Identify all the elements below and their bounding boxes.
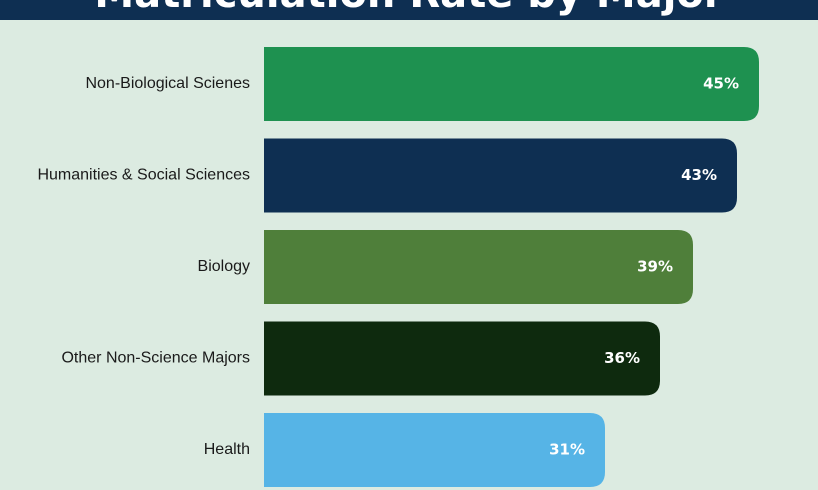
bar-5 <box>264 413 605 487</box>
title-band: Matriculation Rate by Major <box>0 0 818 20</box>
category-label-3: Biology <box>198 258 250 275</box>
category-label-4: Other Non-Science Majors <box>61 350 250 367</box>
bar-3 <box>264 230 693 304</box>
bar-4 <box>264 321 660 396</box>
chart-title: Matriculation Rate by Major <box>0 0 818 14</box>
value-label-5: 31% <box>549 441 585 459</box>
value-label-3: 39% <box>637 258 673 276</box>
bar-2 <box>264 138 737 213</box>
value-label-2: 43% <box>681 166 717 184</box>
category-label-1: Non-Biological Scienes <box>85 75 250 92</box>
bar-1 <box>264 47 759 121</box>
value-label-4: 36% <box>604 349 640 367</box>
value-label-1: 45% <box>703 75 739 93</box>
category-label-2: Humanities & Social Sciences <box>37 167 250 184</box>
category-label-5: Health <box>204 441 250 458</box>
